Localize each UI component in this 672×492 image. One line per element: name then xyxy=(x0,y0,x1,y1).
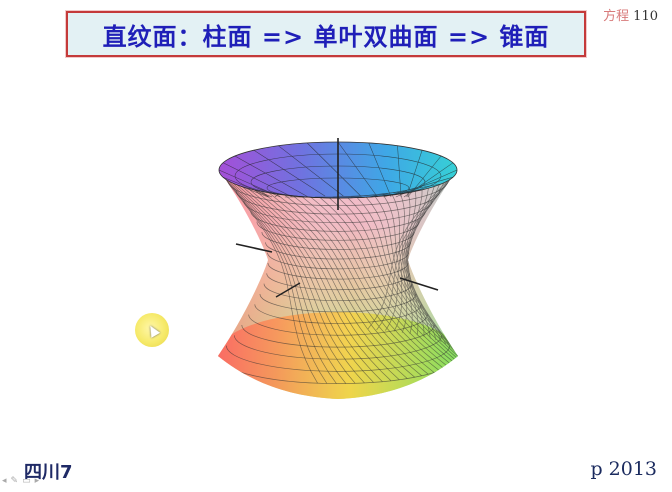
page-number: 110 xyxy=(633,9,658,24)
mesh-ruling xyxy=(367,171,457,330)
mesh-line xyxy=(234,183,269,198)
mesh-ring xyxy=(263,283,413,301)
title-box: 直纹面：柱面 => 单叶双曲面 => 锥面 xyxy=(66,11,586,57)
mesh-ring xyxy=(261,231,415,250)
mesh-ring xyxy=(250,211,426,232)
mesh-line xyxy=(234,155,308,198)
mesh-line xyxy=(222,176,273,198)
mesh-ring xyxy=(233,335,443,360)
cursor-highlight xyxy=(135,313,169,347)
section-label: 方程 xyxy=(603,9,630,24)
y-axis xyxy=(235,243,273,253)
x-axis-neg xyxy=(275,282,301,298)
menu-icon[interactable]: ▭ xyxy=(22,476,31,486)
pen-icon[interactable]: ✎ xyxy=(10,476,19,486)
mesh-line xyxy=(222,162,293,198)
mesh-line xyxy=(332,193,398,198)
mesh-ring xyxy=(266,273,410,291)
mesh-ring xyxy=(235,190,441,215)
mesh-line xyxy=(406,150,423,198)
x-axis xyxy=(399,277,439,291)
mesh-ring xyxy=(226,345,450,372)
mesh-line xyxy=(307,142,362,197)
mesh-line xyxy=(397,145,402,198)
next-icon[interactable]: ▸ xyxy=(34,476,40,486)
page-header: 方程 110 xyxy=(603,5,658,24)
mesh-line xyxy=(278,145,344,197)
footer-right: p 2013 xyxy=(590,458,657,480)
mesh-line xyxy=(368,142,392,198)
prev-icon[interactable]: ◂ xyxy=(2,476,7,486)
mesh-ring xyxy=(241,324,435,348)
mesh-ring xyxy=(248,314,428,336)
mesh-ring xyxy=(265,242,411,260)
mesh-ruling xyxy=(376,174,456,331)
mesh-ring xyxy=(243,200,433,223)
slide-title: 直纹面：柱面 => 单叶双曲面 => 锥面 xyxy=(102,22,550,51)
mesh-ring xyxy=(267,262,409,280)
footer-left: 四川7 xyxy=(24,462,73,483)
nav-controls: ◂ ✎ ▭ ▸ xyxy=(2,476,39,486)
mesh-ring xyxy=(256,221,420,241)
mesh-line xyxy=(253,149,326,197)
mesh-ring xyxy=(254,304,422,324)
mesh-ring xyxy=(259,293,417,313)
mesh-line xyxy=(337,141,378,198)
mesh-ring xyxy=(267,252,409,270)
